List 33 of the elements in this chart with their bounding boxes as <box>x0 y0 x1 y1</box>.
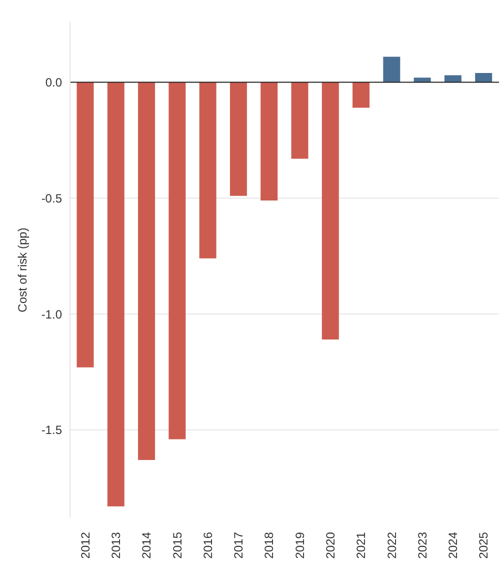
bar <box>168 82 186 440</box>
x-tick-label: 2014 <box>140 532 154 559</box>
y-tick-label: -1.0 <box>41 307 62 322</box>
x-tick-label: 2013 <box>108 532 123 559</box>
bar <box>475 72 492 82</box>
bar <box>444 75 462 82</box>
x-tick-label: 2016 <box>200 532 215 559</box>
bar <box>414 78 431 82</box>
bar <box>199 82 216 258</box>
y-tick-label: -0.5 <box>41 191 62 206</box>
x-tick-label: 2023 <box>415 532 430 559</box>
bar <box>291 82 308 159</box>
bar <box>76 82 94 368</box>
x-tick-label: 2020 <box>323 532 338 559</box>
y-tick-label: 0.0 <box>45 76 62 90</box>
x-tick-label: 2022 <box>384 532 399 559</box>
x-tick-label: 2012 <box>78 532 92 559</box>
x-tick-label: 2024 <box>446 532 460 559</box>
x-tick-label: 2021 <box>354 532 368 559</box>
x-tick-label: 2018 <box>262 532 276 559</box>
x-tick-label: 2019 <box>292 532 307 559</box>
y-tick-label: -1.5 <box>41 423 62 438</box>
bar <box>260 82 278 200</box>
bar <box>352 82 370 108</box>
bar <box>107 82 124 506</box>
bar <box>230 82 247 196</box>
x-tick-label: 2017 <box>232 532 246 559</box>
bar <box>322 82 339 340</box>
bar <box>138 82 156 460</box>
bar <box>383 56 400 82</box>
y-axis-title: Cost of risk (pp) <box>15 228 30 312</box>
x-tick-label: 2025 <box>476 532 491 559</box>
x-tick-label: 2015 <box>170 532 184 559</box>
